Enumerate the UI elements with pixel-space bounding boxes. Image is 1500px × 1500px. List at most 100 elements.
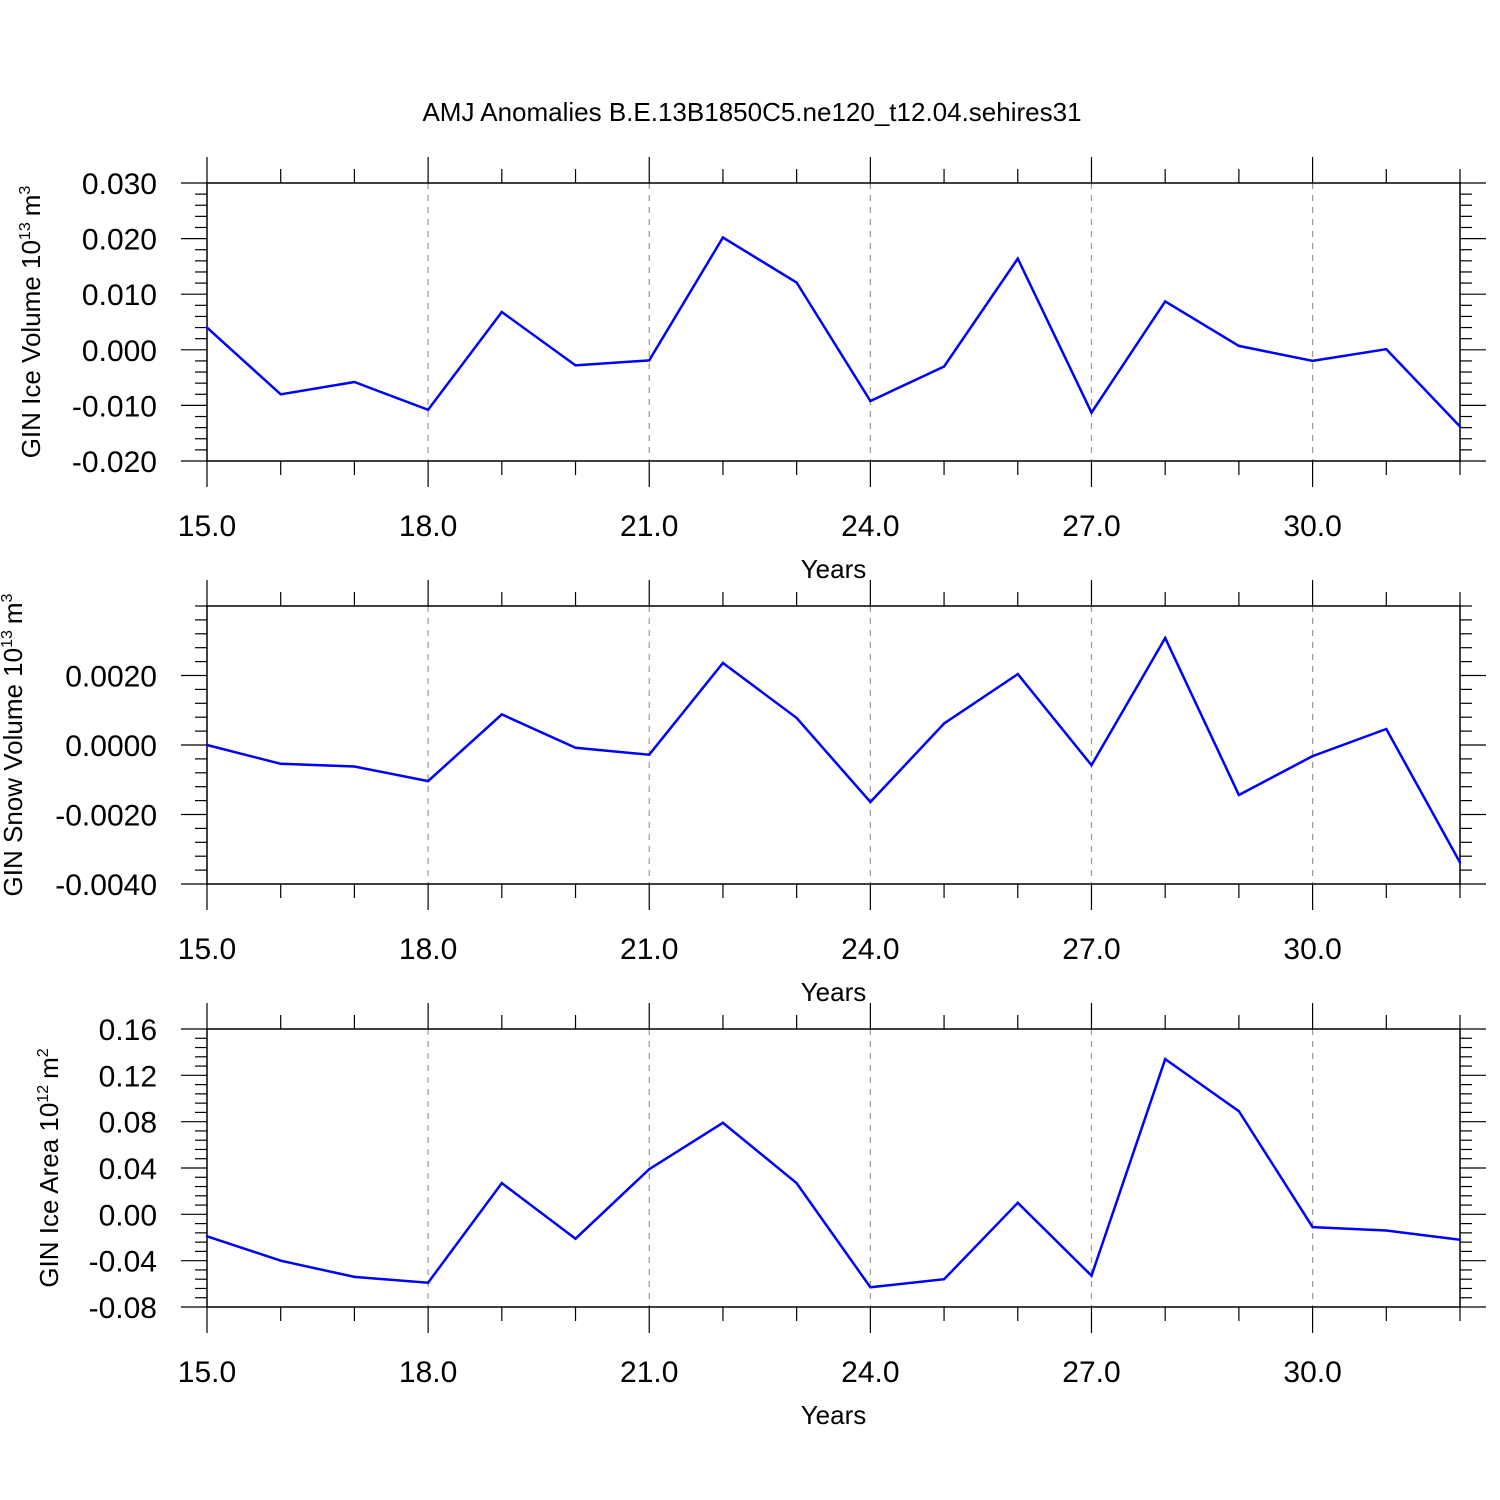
data-point [500, 310, 504, 314]
x-tick-label: 27.0 [1062, 1356, 1120, 1389]
y-axis-label-exponent: 13 [0, 630, 16, 648]
data-point [1163, 300, 1167, 303]
y-axis-label-unit: m [34, 1057, 64, 1079]
y-axis-label-unit-exponent: 3 [17, 186, 34, 195]
y-tick-label: 0.16 [99, 1014, 157, 1047]
data-point [795, 1181, 798, 1185]
data-point [1237, 1110, 1241, 1113]
data-point [279, 1259, 282, 1262]
y-tick-label: -0.04 [89, 1246, 157, 1279]
y-axis-label: GIN Snow Volume 1013 m3 [0, 593, 28, 896]
x-tick-label: 30.0 [1283, 933, 1341, 966]
data-point [1090, 1274, 1093, 1277]
y-axis-label-unit-exponent: 2 [35, 1048, 52, 1057]
data-point [1237, 793, 1241, 797]
data-point [1311, 1225, 1314, 1229]
data-point [942, 365, 946, 368]
y-axis-label-unit: m [16, 195, 46, 217]
y-tick-label: 0.04 [99, 1153, 157, 1186]
data-point [1016, 1201, 1019, 1204]
x-tick-label: 21.0 [620, 510, 678, 543]
y-axis-label-unit: m [0, 602, 28, 624]
y-axis-label: GIN Ice Area 1012 m2 [34, 1048, 64, 1287]
data-point [648, 753, 651, 756]
series-line [206, 235, 1461, 428]
data-point [795, 716, 798, 720]
data-point [1163, 1057, 1167, 1061]
y-axis-label: GIN Ice Volume 1013 m3 [16, 186, 46, 459]
x-axis-label: Years [801, 977, 867, 1007]
x-tick-label: 24.0 [841, 933, 899, 966]
x-tick-label: 30.0 [1283, 510, 1341, 543]
data-point [574, 364, 577, 367]
data-point [574, 746, 577, 749]
data-point [648, 1167, 651, 1171]
x-tick-label: 30.0 [1283, 1356, 1341, 1389]
y-tick-label: 0.030 [82, 168, 157, 201]
data-point [869, 399, 872, 403]
data-point [500, 1181, 504, 1185]
data-point [721, 236, 725, 239]
data-point [426, 408, 430, 412]
data-point [353, 1275, 356, 1279]
series-line [206, 635, 1462, 864]
data-point [1385, 727, 1388, 731]
data-point [574, 1237, 577, 1240]
y-tick-label: 0.010 [82, 279, 157, 312]
data-point [1311, 359, 1314, 363]
y-axis-label-text: GIN Ice Volume 10 [16, 240, 46, 458]
data-point [205, 1235, 209, 1238]
data-point [279, 762, 282, 765]
y-tick-label: 0.000 [82, 335, 157, 368]
data-point [426, 1281, 430, 1284]
data-point [500, 713, 504, 716]
y-tick-label: -0.020 [72, 446, 157, 479]
data-point [721, 661, 725, 665]
plot-frame [206, 182, 1461, 462]
y-axis-label-exponent: 13 [17, 222, 34, 240]
y-tick-label: -0.010 [72, 390, 157, 423]
y-tick-label: 0.0000 [65, 730, 157, 763]
x-tick-label: 24.0 [841, 510, 899, 543]
data-point [1458, 425, 1462, 428]
data-point [1385, 348, 1388, 351]
data-point [721, 1121, 725, 1125]
x-tick-label: 24.0 [841, 1356, 899, 1389]
y-tick-label: -0.0040 [55, 869, 157, 902]
data-point [279, 393, 282, 396]
data-point [942, 722, 946, 725]
data-point [1385, 1229, 1388, 1232]
data-point [1090, 411, 1093, 414]
x-tick-label: 18.0 [399, 510, 457, 543]
y-axis-label-text: GIN Ice Area 10 [34, 1103, 64, 1288]
x-tick-label: 21.0 [620, 933, 678, 966]
y-tick-label: 0.020 [82, 224, 157, 257]
data-point [869, 800, 872, 804]
data-point [942, 1278, 946, 1281]
data-point [795, 281, 798, 284]
x-tick-label: 18.0 [399, 1356, 457, 1389]
chart-panels: -0.020 -0.010 0.000 0.010 0.020 0.030 15.0 18.0… [0, 157, 1486, 1430]
data-point [1458, 861, 1462, 864]
data-point [1311, 754, 1314, 758]
y-tick-label: 0.08 [99, 1107, 157, 1140]
chart-panel-1: -0.020 -0.010 0.000 0.010 0.020 0.030 15.0 18.0… [16, 157, 1486, 584]
data-point [869, 1286, 872, 1289]
y-axis-label-text: GIN Snow Volume 10 [0, 648, 28, 897]
y-tick-label: -0.08 [89, 1292, 157, 1325]
data-point [353, 765, 356, 768]
data-point [426, 779, 430, 783]
data-point [648, 359, 651, 362]
y-tick-label: -0.0020 [55, 800, 157, 833]
x-tick-label: 18.0 [399, 933, 457, 966]
data-point [1458, 1238, 1462, 1242]
y-tick-label: 0.0020 [65, 661, 157, 694]
x-tick-label: 15.0 [178, 510, 236, 543]
data-point [205, 326, 209, 329]
y-tick-label: 0.00 [99, 1199, 157, 1232]
x-tick-label: 15.0 [178, 933, 236, 966]
x-tick-label: 27.0 [1062, 933, 1120, 966]
data-point [1016, 257, 1019, 260]
